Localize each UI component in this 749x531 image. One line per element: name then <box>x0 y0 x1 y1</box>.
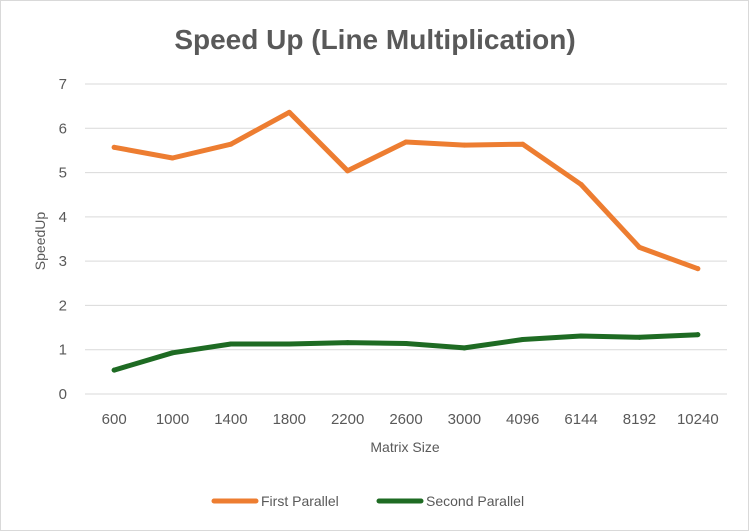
data-point <box>695 332 701 338</box>
y-tick-label: 2 <box>59 297 67 314</box>
series-line-2 <box>111 332 701 373</box>
x-tick-label: 1400 <box>214 411 247 428</box>
x-tick-label: 2600 <box>389 411 422 428</box>
data-point <box>636 334 642 340</box>
x-axis-label: Matrix Size <box>370 439 439 455</box>
x-tick-label: 6144 <box>564 411 597 428</box>
y-tick-label: 3 <box>59 253 67 270</box>
data-point <box>578 333 584 339</box>
y-tick-label: 6 <box>59 120 67 137</box>
y-axis-ticks: 0 1 2 3 4 5 6 7 <box>59 76 67 403</box>
data-point <box>170 350 176 356</box>
data-point <box>228 141 234 147</box>
x-tick-label: 3000 <box>448 411 481 428</box>
x-tick-label: 600 <box>102 411 127 428</box>
x-tick-label: 1800 <box>273 411 306 428</box>
data-point <box>403 139 409 145</box>
y-tick-label: 4 <box>59 209 67 226</box>
data-point <box>636 244 642 250</box>
x-tick-label: 1000 <box>156 411 189 428</box>
y-tick-label: 1 <box>59 342 67 359</box>
plot-series <box>111 109 701 373</box>
data-point <box>578 182 584 188</box>
y-tick-label: 0 <box>59 386 67 403</box>
data-point <box>461 142 467 148</box>
chart-title: Speed Up (Line Multiplication) <box>174 24 575 55</box>
y-axis-label: SpeedUp <box>32 212 48 271</box>
y-tick-label: 7 <box>59 76 67 93</box>
series-line-1 <box>111 109 701 272</box>
data-point <box>695 266 701 272</box>
data-point <box>228 341 234 347</box>
legend-label: First Parallel <box>261 493 339 509</box>
data-point <box>520 141 526 147</box>
legend-label: Second Parallel <box>426 493 524 509</box>
data-point <box>170 155 176 161</box>
x-tick-label: 4096 <box>506 411 539 428</box>
data-point <box>345 168 351 174</box>
x-tick-label: 8192 <box>623 411 656 428</box>
data-point <box>286 109 292 115</box>
data-point <box>345 340 351 346</box>
data-point <box>111 144 117 150</box>
x-tick-label: 10240 <box>677 411 719 428</box>
x-tick-label: 2200 <box>331 411 364 428</box>
x-axis-ticks: 600 1000 1400 1800 2200 2600 3000 4096 6144 8192 1… <box>102 411 719 428</box>
legend: First Parallel Second Parallel <box>211 493 524 509</box>
data-point <box>403 341 409 347</box>
y-tick-label: 5 <box>59 165 67 182</box>
data-point <box>111 367 117 373</box>
data-point <box>461 345 467 351</box>
data-point <box>520 337 526 343</box>
data-point <box>286 341 292 347</box>
